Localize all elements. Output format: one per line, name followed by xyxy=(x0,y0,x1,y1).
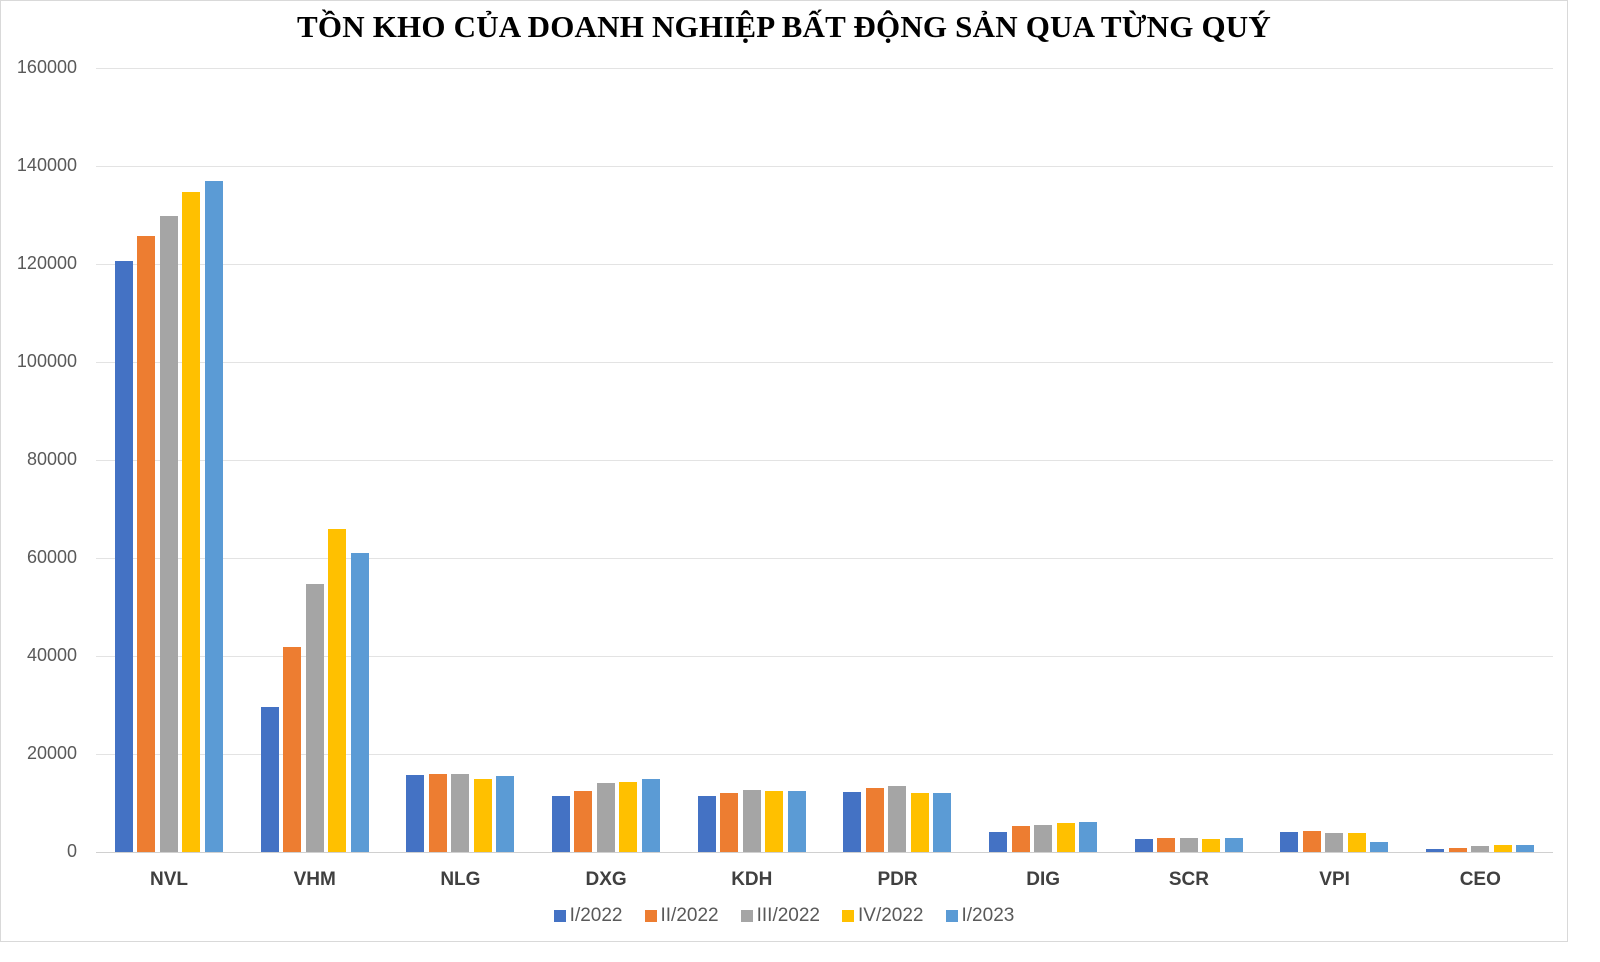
y-tick-label: 20000 xyxy=(26,743,77,763)
y-tick-label: 80000 xyxy=(26,449,77,469)
bar-kdh-i-2022 xyxy=(697,796,716,852)
bar-vpi-ii-2022 xyxy=(1302,831,1321,852)
legend-label: III/2022 xyxy=(756,905,820,926)
x-category-label: NLG xyxy=(440,869,481,890)
y-tick-label: 0 xyxy=(66,841,77,861)
legend-swatch-icon xyxy=(644,910,657,922)
bar-kdh-iii-2022 xyxy=(742,790,761,852)
bar-vpi-iii-2022 xyxy=(1325,832,1344,852)
y-tick-label: 60000 xyxy=(26,547,77,567)
legend-item: I/2022 xyxy=(553,905,623,927)
gridline xyxy=(96,166,1553,167)
bar-nvl-i-2023 xyxy=(204,181,223,852)
bar-kdh-ii-2022 xyxy=(720,793,739,852)
bar-ceo-iii-2022 xyxy=(1471,845,1490,852)
x-category-label: KDH xyxy=(731,869,773,890)
x-category-label: VPI xyxy=(1319,869,1350,890)
bar-vhm-ii-2022 xyxy=(283,647,302,852)
gridline xyxy=(96,558,1553,559)
x-category-label: DIG xyxy=(1026,869,1061,890)
y-tick-label: 140000 xyxy=(16,155,77,175)
bar-scr-iii-2022 xyxy=(1179,838,1198,852)
bar-scr-i-2022 xyxy=(1134,838,1153,852)
bar-pdr-i-2023 xyxy=(933,792,952,852)
legend-item: II/2022 xyxy=(644,905,719,927)
gridline xyxy=(96,68,1553,69)
bar-dxg-iv-2022 xyxy=(619,781,638,852)
legend-item: I/2023 xyxy=(945,905,1015,927)
legend-label: I/2023 xyxy=(961,905,1015,926)
legend-swatch-icon xyxy=(553,910,566,922)
bar-kdh-i-2023 xyxy=(787,790,806,852)
x-category-label: DXG xyxy=(585,869,627,890)
bar-vpi-iv-2022 xyxy=(1347,833,1366,852)
legend-label: II/2022 xyxy=(660,905,719,926)
bar-dig-ii-2022 xyxy=(1011,826,1030,852)
bar-pdr-ii-2022 xyxy=(865,788,884,852)
bar-ceo-ii-2022 xyxy=(1448,847,1467,852)
bar-dxg-ii-2022 xyxy=(574,790,593,852)
bar-pdr-iii-2022 xyxy=(888,786,907,852)
x-category-label: CEO xyxy=(1459,869,1501,890)
bar-scr-iv-2022 xyxy=(1202,838,1221,852)
y-tick-label: 120000 xyxy=(16,253,77,273)
bar-ceo-i-2022 xyxy=(1426,848,1445,852)
gridline xyxy=(96,656,1553,657)
gridline xyxy=(96,754,1553,755)
bar-pdr-iv-2022 xyxy=(910,792,929,852)
bar-vpi-i-2023 xyxy=(1370,842,1389,852)
x-category-label: VHM xyxy=(293,869,336,890)
y-tick-label: 160000 xyxy=(16,57,77,77)
chart-title: TỒN KHO CỦA DOANH NGHIỆP BẤT ĐỘNG SẢN QU… xyxy=(297,9,1271,44)
bar-dig-iii-2022 xyxy=(1034,824,1053,852)
legend-item: III/2022 xyxy=(740,905,820,927)
bar-scr-i-2023 xyxy=(1224,838,1243,852)
bar-dig-i-2022 xyxy=(989,832,1008,852)
gridline xyxy=(96,362,1553,363)
bar-nvl-i-2022 xyxy=(114,261,133,852)
bar-nvl-iii-2022 xyxy=(159,215,178,852)
x-category-label: PDR xyxy=(877,869,918,890)
gridline xyxy=(96,460,1553,461)
bar-vhm-i-2023 xyxy=(350,553,369,852)
bar-ceo-i-2023 xyxy=(1516,844,1535,852)
chart-frame: TỒN KHO CỦA DOANH NGHIỆP BẤT ĐỘNG SẢN QU… xyxy=(0,0,1568,942)
legend-swatch-icon xyxy=(945,910,958,922)
legend-item: IV/2022 xyxy=(842,905,924,927)
bar-dxg-i-2022 xyxy=(551,796,570,852)
bar-nlg-ii-2022 xyxy=(428,773,447,852)
bar-dxg-iii-2022 xyxy=(596,783,615,852)
bar-nlg-iii-2022 xyxy=(451,773,470,852)
bar-pdr-i-2022 xyxy=(843,792,862,852)
bar-nvl-ii-2022 xyxy=(137,236,156,852)
bar-nvl-iv-2022 xyxy=(182,191,201,852)
bar-nlg-iv-2022 xyxy=(473,778,492,852)
y-tick-label: 40000 xyxy=(26,645,77,665)
bar-ceo-iv-2022 xyxy=(1493,845,1512,852)
bar-vhm-iv-2022 xyxy=(328,529,347,852)
bar-scr-ii-2022 xyxy=(1157,838,1176,852)
legend: I/2022 II/2022 III/2022 IV/2022 I/2023 xyxy=(1,905,1567,927)
legend-swatch-icon xyxy=(740,910,753,922)
bar-kdh-iv-2022 xyxy=(765,791,784,852)
bar-nlg-i-2023 xyxy=(496,775,515,852)
y-tick-label: 100000 xyxy=(16,351,77,371)
legend-swatch-icon xyxy=(842,910,854,922)
x-category-label: NVL xyxy=(150,869,188,890)
x-axis-line xyxy=(96,852,1553,853)
bar-vpi-i-2022 xyxy=(1280,831,1299,852)
bar-dig-i-2023 xyxy=(1079,822,1098,852)
bar-nlg-i-2022 xyxy=(406,774,425,852)
x-category-label: SCR xyxy=(1168,869,1209,890)
legend-label: I/2022 xyxy=(569,905,623,926)
legend-label: IV/2022 xyxy=(858,905,924,926)
gridline xyxy=(96,264,1553,265)
bar-dxg-i-2023 xyxy=(641,778,660,852)
bar-vhm-i-2022 xyxy=(260,706,279,852)
bar-vhm-iii-2022 xyxy=(305,583,324,852)
bar-dig-iv-2022 xyxy=(1056,822,1075,852)
